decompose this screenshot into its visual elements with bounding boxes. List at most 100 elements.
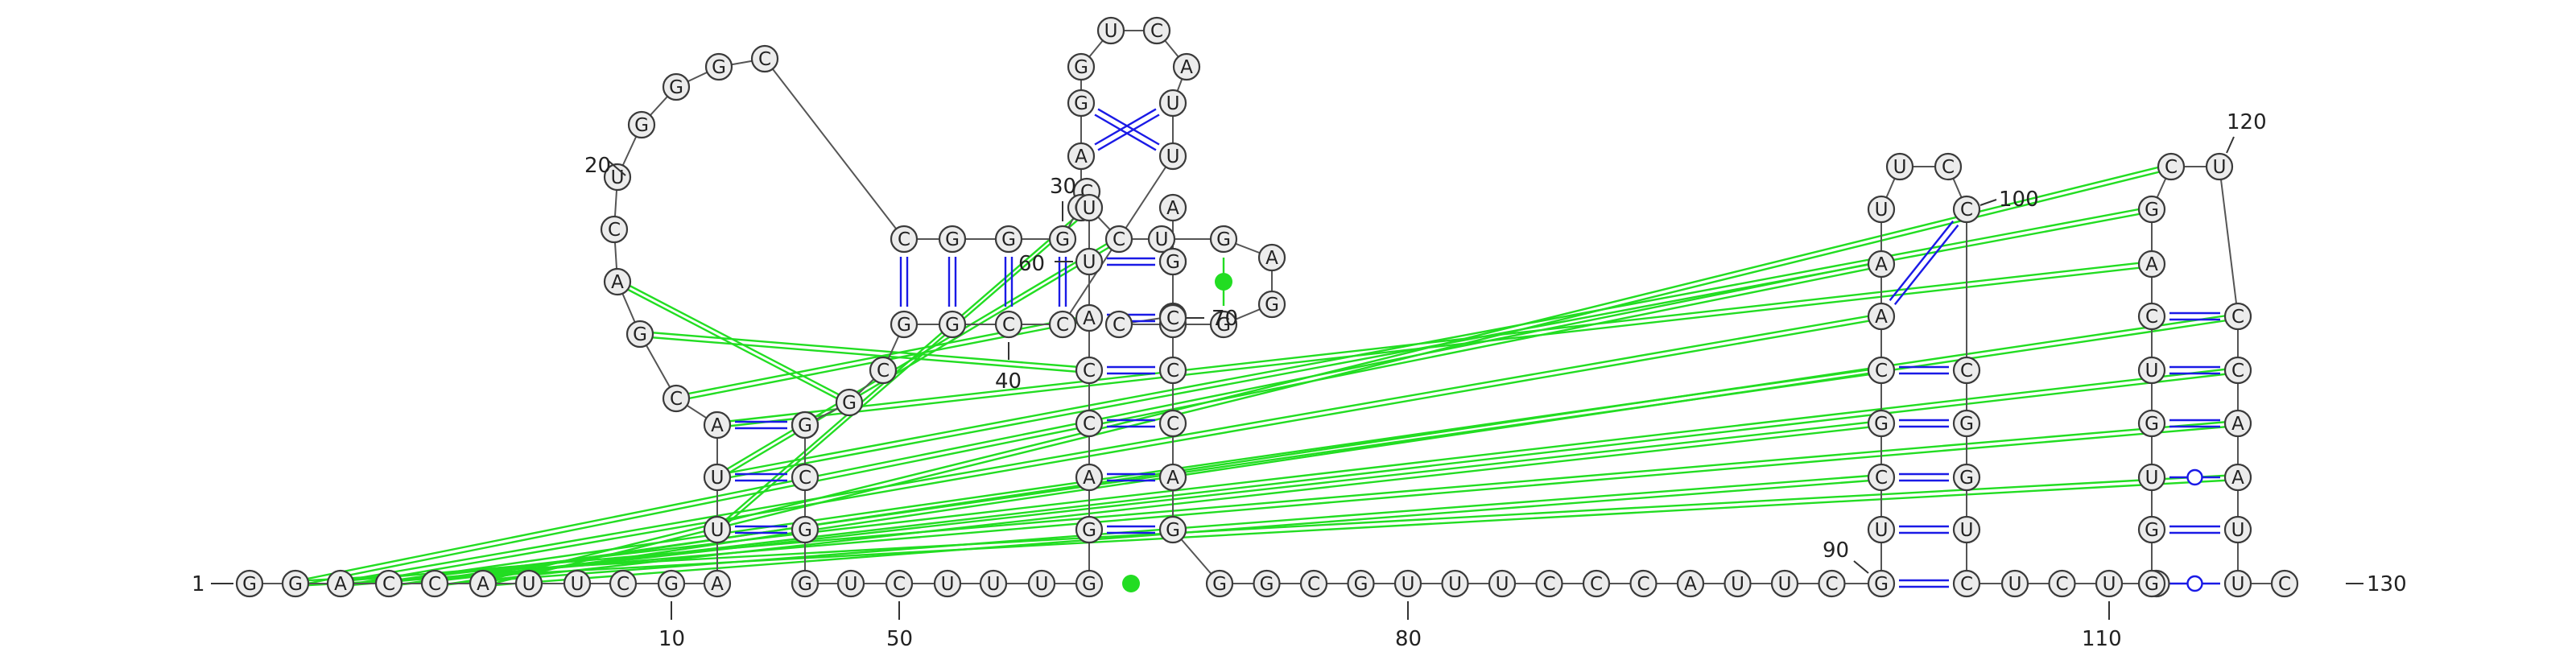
nucleotide-circle (869, 356, 898, 385)
nucleotide-letter: G (945, 229, 960, 250)
nucleotide: G (1205, 569, 1234, 598)
nucleotide-letter: U (1155, 229, 1169, 250)
nucleotide-letter: C (1942, 157, 1955, 178)
pseudoknot-pair-line (295, 473, 2239, 583)
nucleotide-circle (2223, 463, 2252, 492)
nucleotide-letter: U (2103, 574, 2116, 595)
nucleotide-letter: U (1875, 520, 1889, 541)
nucleotide-circle (2223, 569, 2252, 598)
pseudoknot-pair-line (716, 209, 1090, 533)
nucleotide: G (835, 388, 864, 417)
nucleotide-circle (1158, 247, 1187, 276)
pseudoknot-pair-line (617, 278, 850, 402)
nucleotide-letter: U (941, 574, 955, 595)
nucleotide-letter: C (2231, 361, 2244, 382)
nucleotide: G (1257, 290, 1286, 319)
nucleotide-letter: G (664, 574, 679, 595)
position-label: 50 (886, 627, 913, 651)
nucleotide-letter: A (611, 272, 624, 293)
position-label: 1 (192, 572, 205, 596)
nucleotide-circle (2223, 302, 2252, 331)
nucleotide: U (1027, 569, 1056, 598)
nucleotide-letter: C (1002, 315, 1015, 336)
pseudoknot-pair-line (716, 210, 2153, 481)
nucleotide-letter: A (1875, 254, 1888, 275)
nucleotide-circle (2137, 463, 2166, 492)
nucleotide: U (979, 569, 1008, 598)
nucleotide-letter: A (1684, 574, 1697, 595)
nucleotide: G (1952, 409, 1981, 438)
nucleotide-letter: C (799, 468, 811, 489)
nucleotide: C (1818, 569, 1846, 598)
position-label: 70 (1212, 307, 1238, 331)
nucleotide: C (885, 569, 914, 598)
nucleotide: U (836, 569, 865, 598)
nucleotide-letter: C (1166, 414, 1179, 435)
nucleotide-circle (2223, 515, 2252, 544)
position-label: 20 (584, 154, 611, 178)
position-label: 100 (1999, 188, 2039, 212)
nucleotide: G (1867, 569, 1896, 598)
nucleotide: U (1867, 195, 1896, 224)
nucleotide-letter: C (877, 361, 890, 382)
nucleotide-letter: U (1035, 574, 1049, 595)
nucleotide-circle (563, 569, 592, 598)
nucleotide-circle (1158, 142, 1187, 171)
nucleotide: U (1158, 89, 1187, 118)
nucleotide-letter: U (1166, 146, 1180, 167)
nucleotide-circle (1075, 515, 1104, 544)
nucleotide-circle (2205, 152, 2234, 181)
nucleotide-circle (1867, 409, 1896, 438)
pseudoknot-pair-line (295, 478, 2239, 588)
nucleotide-circle (1158, 356, 1187, 385)
nucleotide-circle (2223, 409, 2252, 438)
pseudoknot-marker (1215, 273, 1232, 291)
nucleotide: U (1724, 569, 1752, 598)
nucleotide: U (2095, 569, 2124, 598)
nucleotide-circle (657, 569, 686, 598)
nucleotide-circle (1104, 225, 1133, 254)
nucleotide: G (2137, 409, 2166, 438)
nucleotide: G (791, 411, 819, 439)
nucleotide-circle (514, 569, 543, 598)
nucleotide: C (1934, 152, 1963, 181)
nucleotide-letter: C (1150, 21, 1163, 42)
nucleotide-letter: C (382, 574, 395, 595)
nucleotide: G (2137, 569, 2166, 598)
nucleotide-letter: U (1496, 574, 1509, 595)
nucleotide: C (1075, 409, 1104, 438)
nucleotide-circle (791, 515, 819, 544)
nucleotide-circle (1867, 515, 1896, 544)
nucleotide-circle (1067, 142, 1096, 171)
nucleotide-circle (1104, 310, 1133, 339)
nucleotide: A (2223, 463, 2252, 492)
position-label: 80 (1395, 627, 1422, 651)
nucleotide-circle (1952, 569, 1981, 598)
position-label: 10 (658, 627, 685, 651)
nucleotide-layer: GGACCAUUCGAUUACGACUGGGCCGGGCGAGGUCAUUCCG… (235, 16, 2299, 598)
nucleotide-letter: C (898, 229, 910, 250)
nucleotide-letter: G (1166, 520, 1180, 541)
nucleotide-letter: U (2231, 520, 2245, 541)
position-label: 30 (1050, 175, 1076, 199)
nucleotide: G (938, 225, 967, 254)
nucleotide: U (1770, 569, 1799, 598)
nucleotide-circle (1027, 569, 1056, 598)
nucleotide-letter: A (711, 574, 724, 595)
nucleotide: C (1535, 569, 1563, 598)
nucleotide-letter: C (1960, 574, 1973, 595)
nucleotide-letter: G (1074, 57, 1088, 78)
nucleotide-letter: G (712, 57, 726, 78)
nucleotide-circle (1147, 225, 1176, 254)
pseudoknot-pair-line (434, 317, 2239, 588)
nucleotide-circle (1867, 356, 1896, 385)
nucleotide: A (1075, 303, 1104, 332)
nucleotide-letter: C (670, 389, 683, 410)
nucleotide-letter: C (2145, 307, 2158, 328)
pseudoknot-pair-line (617, 283, 850, 406)
pseudoknot-pair-line (388, 371, 1882, 588)
pseudoknot-pair-line (340, 317, 1882, 588)
nucleotide-circle (603, 267, 632, 296)
nucleotide-letter: U (711, 468, 724, 489)
nucleotide-circle (835, 388, 864, 417)
